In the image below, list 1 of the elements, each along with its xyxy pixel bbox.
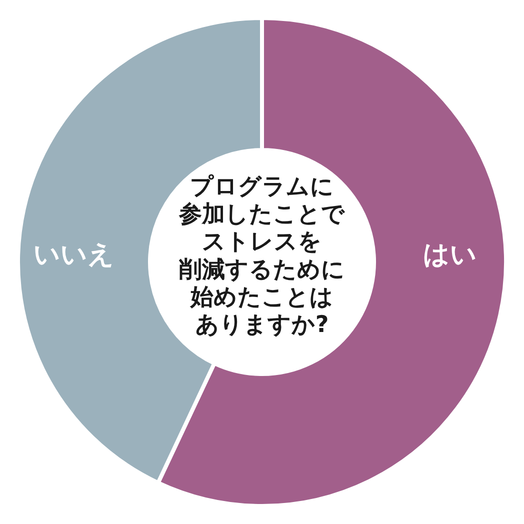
title: プログラムに参加したことでストレスを削減するために始めたことはありますか? — [179, 174, 345, 338]
